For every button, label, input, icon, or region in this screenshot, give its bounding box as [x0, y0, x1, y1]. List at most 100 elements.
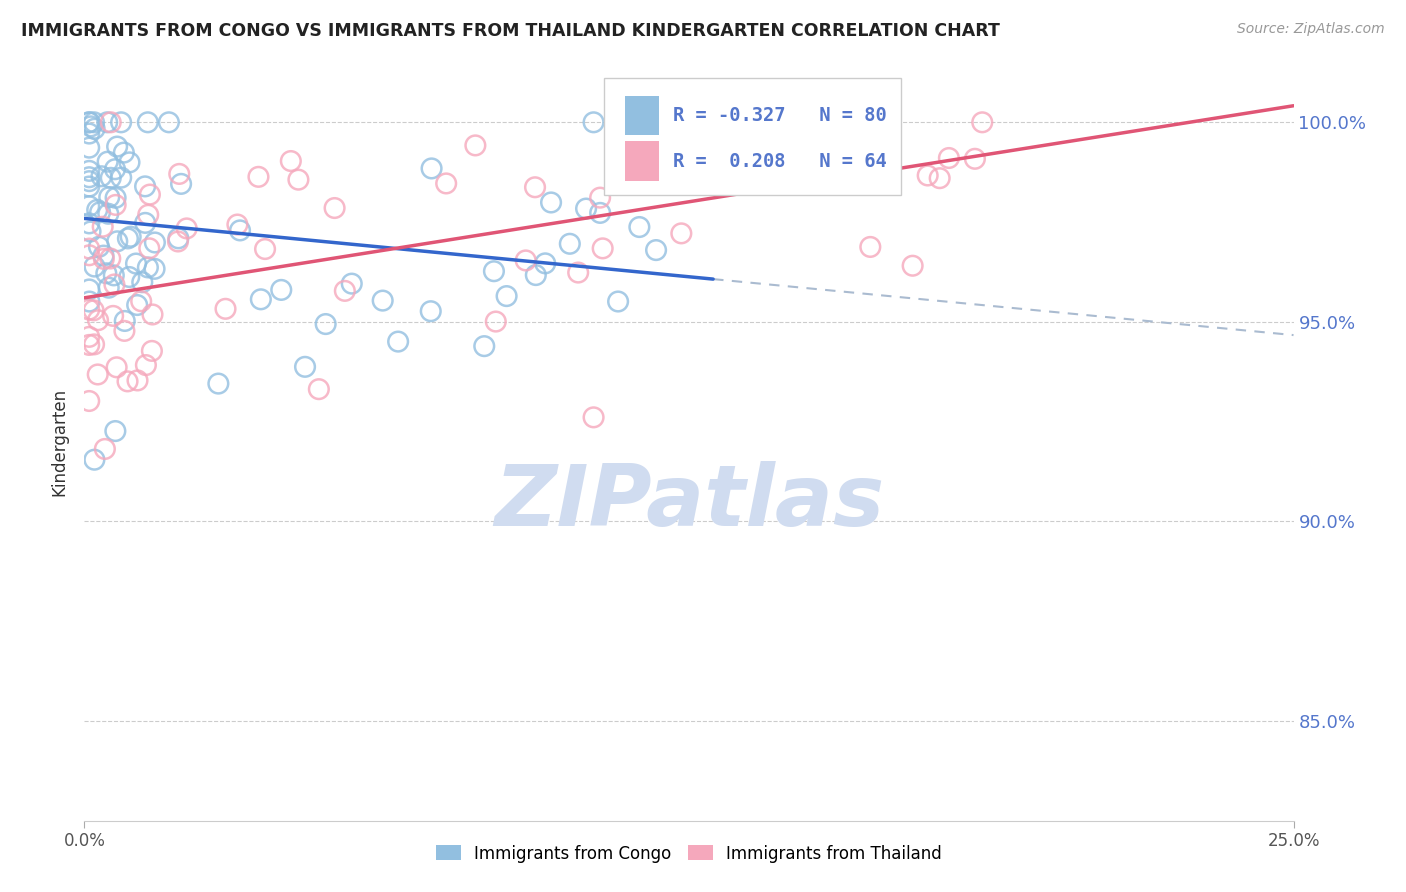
Point — [846, 115, 869, 129]
Point — [77, 242, 100, 256]
Point — [270, 283, 292, 297]
Point — [972, 115, 994, 129]
Text: R = -0.327   N = 80: R = -0.327 N = 80 — [673, 106, 887, 125]
Point — [77, 164, 100, 178]
Point — [558, 236, 581, 251]
Point — [77, 302, 100, 317]
Point — [294, 359, 316, 374]
Point — [112, 324, 135, 338]
Point — [77, 127, 100, 141]
Point — [136, 115, 159, 129]
Point — [169, 167, 191, 181]
Point — [127, 373, 149, 387]
Point — [105, 139, 128, 153]
Point — [582, 115, 605, 129]
Point — [77, 141, 100, 155]
Point — [592, 241, 614, 255]
Point — [131, 275, 153, 289]
Y-axis label: Kindergarten: Kindergarten — [51, 387, 69, 496]
Point — [138, 241, 160, 255]
Point — [77, 170, 100, 185]
Point — [77, 248, 100, 262]
Point — [103, 268, 125, 283]
Point — [94, 442, 117, 456]
Point — [86, 202, 108, 217]
Point — [207, 376, 229, 391]
Text: Source: ZipAtlas.com: Source: ZipAtlas.com — [1237, 22, 1385, 37]
Point — [728, 141, 751, 155]
Point — [464, 138, 486, 153]
Point — [117, 231, 139, 245]
Point — [103, 277, 125, 292]
Point — [226, 218, 249, 232]
Point — [671, 115, 693, 129]
Point — [93, 249, 115, 263]
Point — [87, 313, 110, 327]
Point — [136, 260, 159, 275]
Point — [97, 154, 120, 169]
Point — [110, 170, 132, 185]
Point — [129, 294, 152, 309]
Point — [214, 301, 236, 316]
Point — [105, 360, 128, 375]
Point — [420, 161, 443, 176]
Point — [157, 115, 180, 129]
Point — [90, 169, 112, 184]
Point — [859, 240, 882, 254]
Point — [96, 115, 118, 129]
Point — [287, 172, 309, 186]
Point — [77, 174, 100, 188]
Point — [83, 452, 105, 467]
Point — [139, 187, 162, 202]
Point — [607, 294, 630, 309]
Point — [170, 177, 193, 191]
Point — [100, 115, 122, 129]
FancyBboxPatch shape — [605, 78, 901, 195]
Point — [125, 256, 148, 270]
Point — [117, 375, 139, 389]
Point — [323, 201, 346, 215]
Point — [534, 256, 557, 270]
Point — [567, 266, 589, 280]
Point — [104, 162, 127, 177]
Point — [104, 424, 127, 438]
Point — [938, 151, 960, 165]
Point — [77, 216, 100, 230]
Point — [645, 243, 668, 257]
Point — [143, 235, 166, 250]
Point — [141, 343, 163, 358]
FancyBboxPatch shape — [624, 141, 659, 181]
Point — [901, 259, 924, 273]
Point — [575, 202, 598, 216]
Point — [77, 283, 100, 297]
Point — [83, 337, 105, 351]
Point — [77, 330, 100, 344]
Point — [371, 293, 394, 308]
Point — [387, 334, 409, 349]
Text: R =  0.208   N = 64: R = 0.208 N = 64 — [673, 152, 887, 170]
Point — [104, 198, 127, 212]
Point — [114, 314, 136, 328]
Point — [485, 314, 508, 328]
Point — [87, 240, 110, 254]
Point — [308, 382, 330, 396]
FancyBboxPatch shape — [624, 95, 659, 136]
Point — [589, 206, 612, 220]
Point — [80, 120, 103, 134]
Point — [333, 284, 356, 298]
Point — [167, 235, 190, 249]
Point — [87, 368, 110, 382]
Point — [963, 152, 986, 166]
Point — [97, 207, 120, 221]
Point — [582, 410, 605, 425]
Point — [917, 169, 939, 183]
Point — [495, 289, 517, 303]
Point — [176, 221, 198, 235]
Point — [79, 225, 101, 239]
Point — [98, 252, 121, 266]
Point — [83, 121, 105, 136]
Point — [112, 145, 135, 160]
Point — [77, 338, 100, 352]
Point — [105, 235, 128, 249]
Point — [589, 191, 612, 205]
